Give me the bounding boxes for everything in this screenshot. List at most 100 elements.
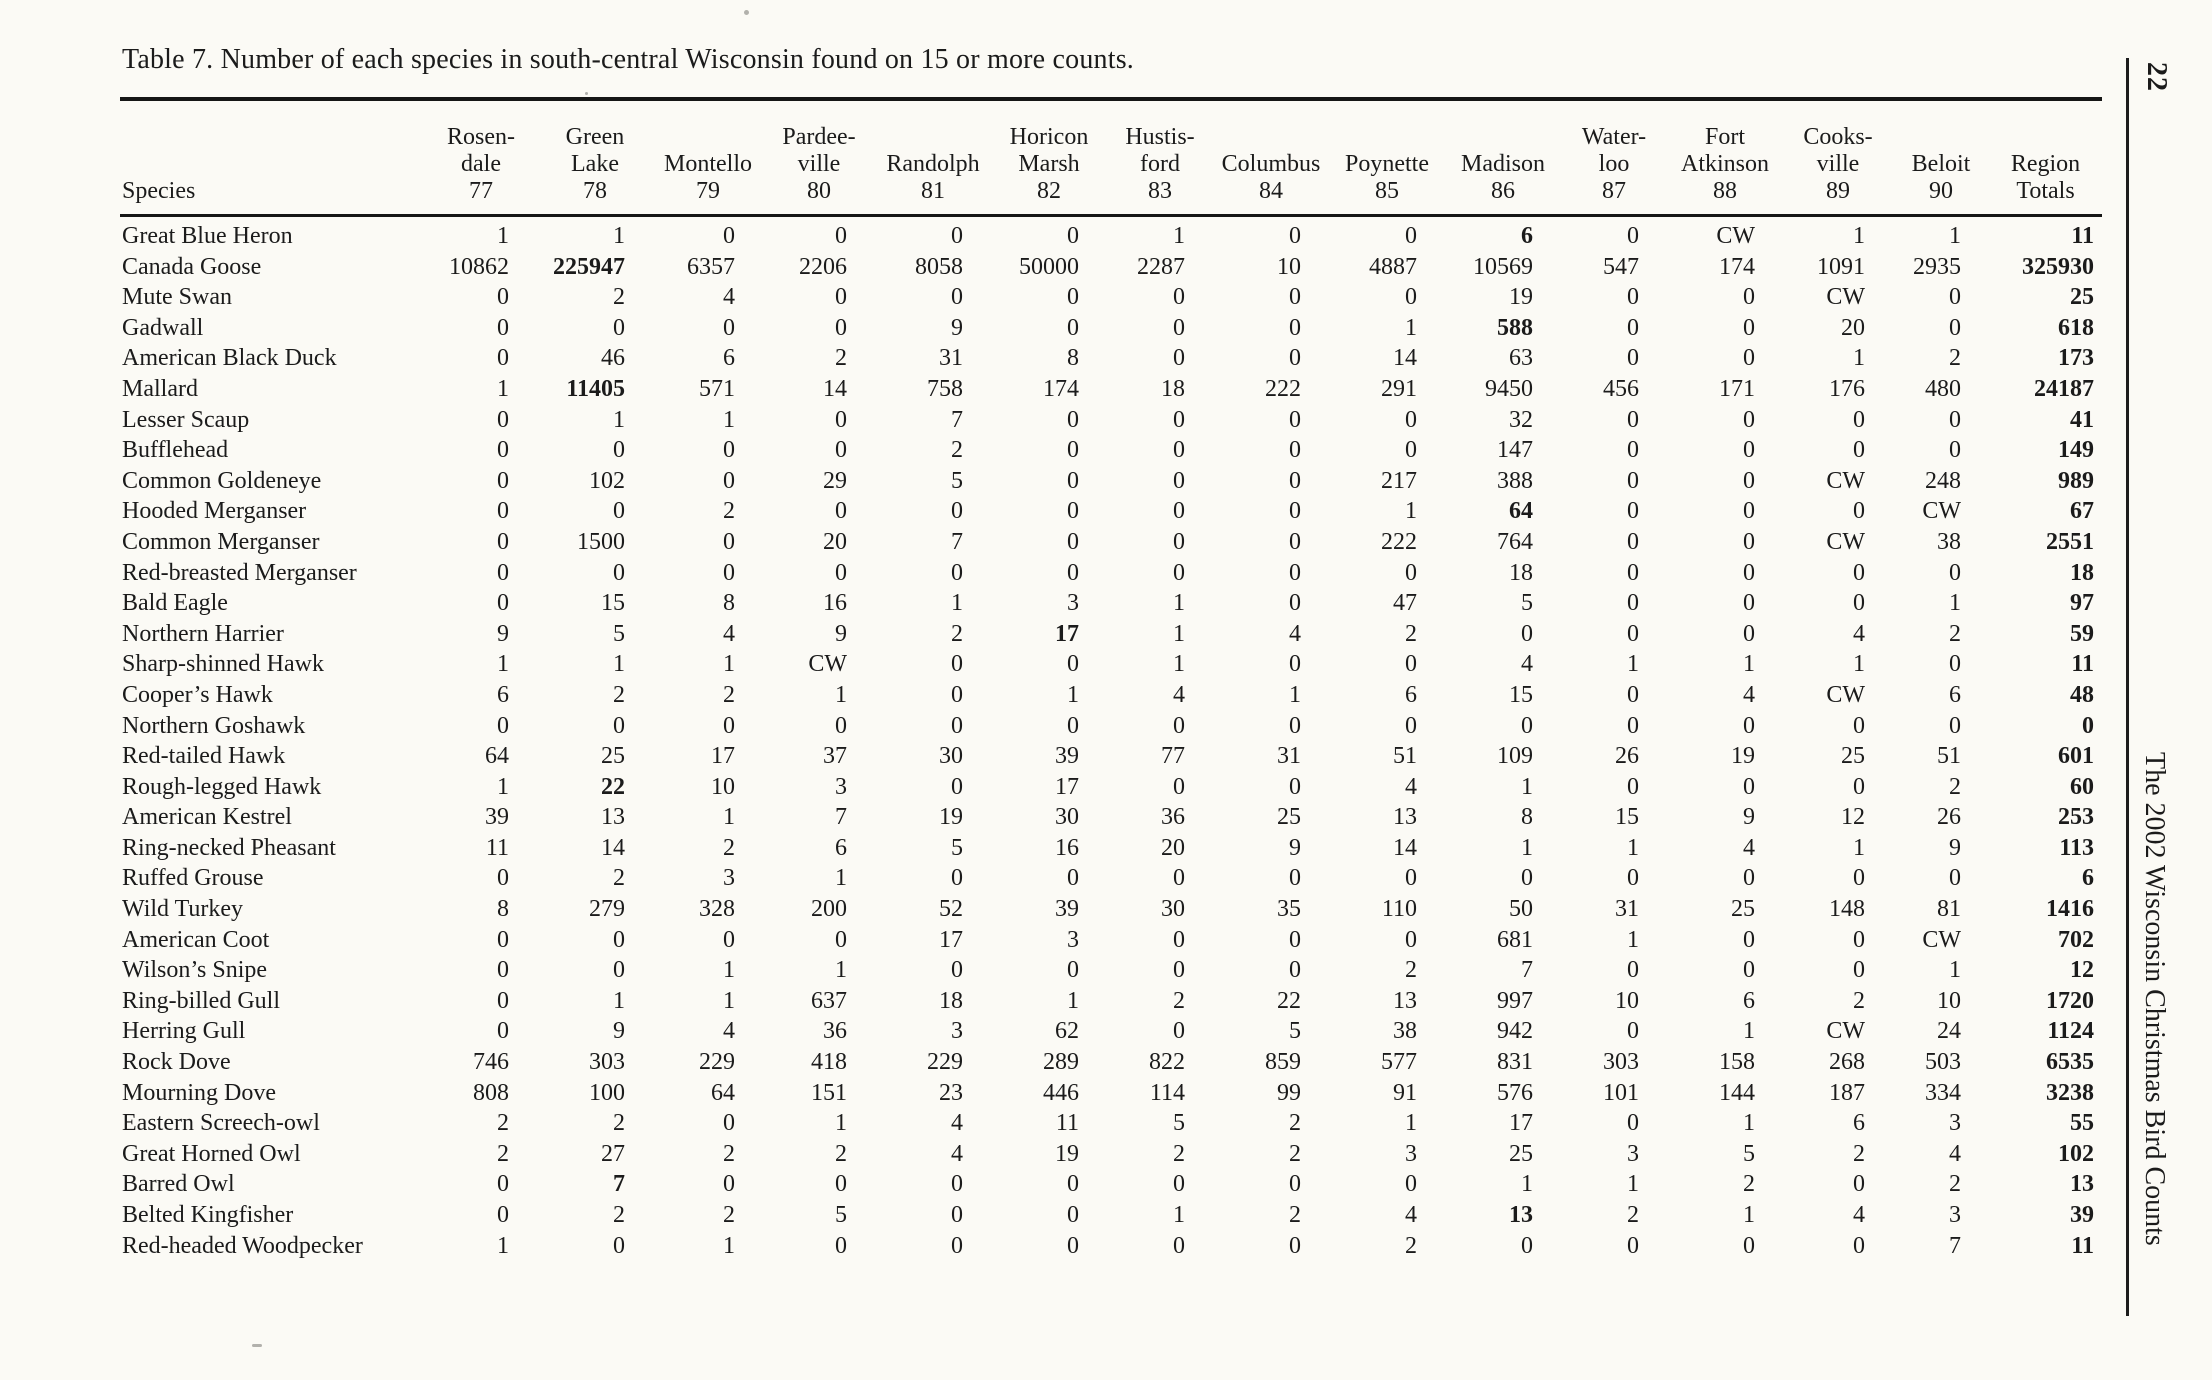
count-cell: 637 xyxy=(811,987,847,1014)
species-name-cell: Ring-billed Gull xyxy=(122,987,280,1014)
count-cell: 2 xyxy=(1289,1110,1301,1137)
count-cell: 64 xyxy=(485,743,509,770)
count-cell: 47 xyxy=(1393,590,1417,617)
count-cell: 3 xyxy=(951,1018,963,1045)
column-header: Poynette 85 xyxy=(1345,151,1429,204)
count-cell: 0 xyxy=(951,1202,963,1228)
count-cell: 334 xyxy=(1925,1079,1961,1106)
count-cell: 20 xyxy=(1841,314,1865,341)
count-cell: 279 xyxy=(589,896,625,923)
count-cell: 0 xyxy=(1627,223,1639,249)
count-cell: 0 xyxy=(1067,314,1079,341)
count-cell: 0 xyxy=(497,284,509,311)
table-container: Species Rosen-dale 77 Green Lake 78 Montello 79… xyxy=(120,110,2102,1261)
count-cell: 1091 xyxy=(1817,253,1865,280)
count-cell: 26 xyxy=(1615,743,1639,770)
count-cell: 0 xyxy=(1067,1232,1079,1259)
count-cell: 1 xyxy=(1853,223,1865,249)
count-cell: 0 xyxy=(1627,620,1639,647)
count-cell: 1 xyxy=(497,223,509,249)
count-cell: 3 xyxy=(835,773,847,800)
title-rule xyxy=(120,97,2102,101)
count-cell: 0 xyxy=(1743,528,1755,555)
count-cell: 9 xyxy=(1949,834,1961,861)
count-cell: 0 xyxy=(951,712,963,739)
count-cell: 0 xyxy=(1853,1232,1865,1259)
count-cell: 38 xyxy=(1937,528,1961,555)
region-total-cell: 0 xyxy=(2082,712,2094,739)
count-cell: 144 xyxy=(1719,1079,1755,1106)
count-cell: 0 xyxy=(613,926,625,953)
count-cell: 0 xyxy=(951,865,963,892)
count-cell: 4 xyxy=(723,284,735,311)
count-cell: 11405 xyxy=(566,375,625,402)
species-name-cell: Eastern Screech-owl xyxy=(122,1110,320,1137)
count-cell: 32 xyxy=(1509,406,1533,433)
count-cell: 0 xyxy=(1627,1232,1639,1259)
count-cell: 831 xyxy=(1497,1049,1533,1076)
count-cell: 217 xyxy=(1381,467,1417,494)
count-cell: 764 xyxy=(1497,528,1533,555)
species-name-cell: Herring Gull xyxy=(122,1018,246,1045)
count-cell: 681 xyxy=(1497,926,1533,953)
count-cell: 4887 xyxy=(1369,253,1417,280)
count-cell: 4 xyxy=(1743,681,1755,708)
count-cell: 36 xyxy=(823,1018,847,1045)
table-row: Red-breasted Merganser 0 0 0 0 0 0 0 0 0 18 0 0 0 0 18 xyxy=(120,558,2102,589)
count-cell: 100 xyxy=(589,1079,625,1106)
count-cell: 0 xyxy=(1173,1171,1185,1198)
count-cell: 0 xyxy=(1067,1171,1079,1198)
count-cell: 388 xyxy=(1497,467,1533,494)
count-cell: 17 xyxy=(1055,773,1079,800)
count-cell: CW xyxy=(1826,467,1865,494)
count-cell: 1 xyxy=(613,651,625,678)
count-cell: 12 xyxy=(1841,804,1865,831)
count-cell: 3 xyxy=(1949,1110,1961,1137)
table-row: Mourning Dove 808 100 64 151 23 446 114 99 91 576 1… xyxy=(120,1078,2102,1109)
count-cell: 174 xyxy=(1043,375,1079,402)
count-cell: 5 xyxy=(1289,1018,1301,1045)
count-cell: 1 xyxy=(1405,314,1417,341)
region-total-cell: 18 xyxy=(2070,559,2094,586)
count-cell: 7 xyxy=(1521,957,1533,984)
count-cell: 3 xyxy=(1067,926,1079,953)
count-cell: 2 xyxy=(1949,620,1961,647)
count-cell: 0 xyxy=(1067,651,1079,678)
count-cell: 0 xyxy=(1405,712,1417,739)
count-cell: 1 xyxy=(497,1232,509,1259)
count-cell: 9 xyxy=(835,620,847,647)
count-cell: 303 xyxy=(1603,1049,1639,1076)
count-cell: 0 xyxy=(951,498,963,525)
count-cell: 1 xyxy=(1405,498,1417,525)
count-cell: 0 xyxy=(1067,284,1079,311)
count-cell: 187 xyxy=(1829,1079,1865,1106)
region-total-cell: 6535 xyxy=(2046,1049,2094,1076)
count-cell: 2935 xyxy=(1913,253,1961,280)
count-cell: 6 xyxy=(1949,681,1961,708)
count-cell: 0 xyxy=(497,467,509,494)
count-cell: 0 xyxy=(1853,590,1865,617)
column-header: Green Lake 78 xyxy=(565,124,625,204)
count-cell: 0 xyxy=(1627,865,1639,892)
count-cell: 0 xyxy=(497,406,509,433)
count-cell: 2 xyxy=(1289,1202,1301,1228)
count-cell: 38 xyxy=(1393,1018,1417,1045)
count-cell: 0 xyxy=(1067,528,1079,555)
count-cell: 101 xyxy=(1603,1079,1639,1106)
count-cell: 14 xyxy=(823,375,847,402)
count-cell: 0 xyxy=(1405,926,1417,953)
count-cell: 0 xyxy=(1067,223,1079,249)
count-cell: 20 xyxy=(823,528,847,555)
count-cell: 1 xyxy=(1627,1171,1639,1198)
count-cell: 6 xyxy=(1853,1110,1865,1137)
count-cell: 0 xyxy=(1173,712,1185,739)
count-cell: 26 xyxy=(1937,804,1961,831)
count-cell: 0 xyxy=(1289,957,1301,984)
count-cell: 6 xyxy=(835,834,847,861)
species-name-cell: Hooded Merganser xyxy=(122,498,307,525)
count-cell: 16 xyxy=(1055,834,1079,861)
region-total-cell: 1124 xyxy=(2047,1018,2094,1045)
count-cell: 36 xyxy=(1161,804,1185,831)
count-cell: 0 xyxy=(1173,498,1185,525)
count-cell: 222 xyxy=(1265,375,1301,402)
